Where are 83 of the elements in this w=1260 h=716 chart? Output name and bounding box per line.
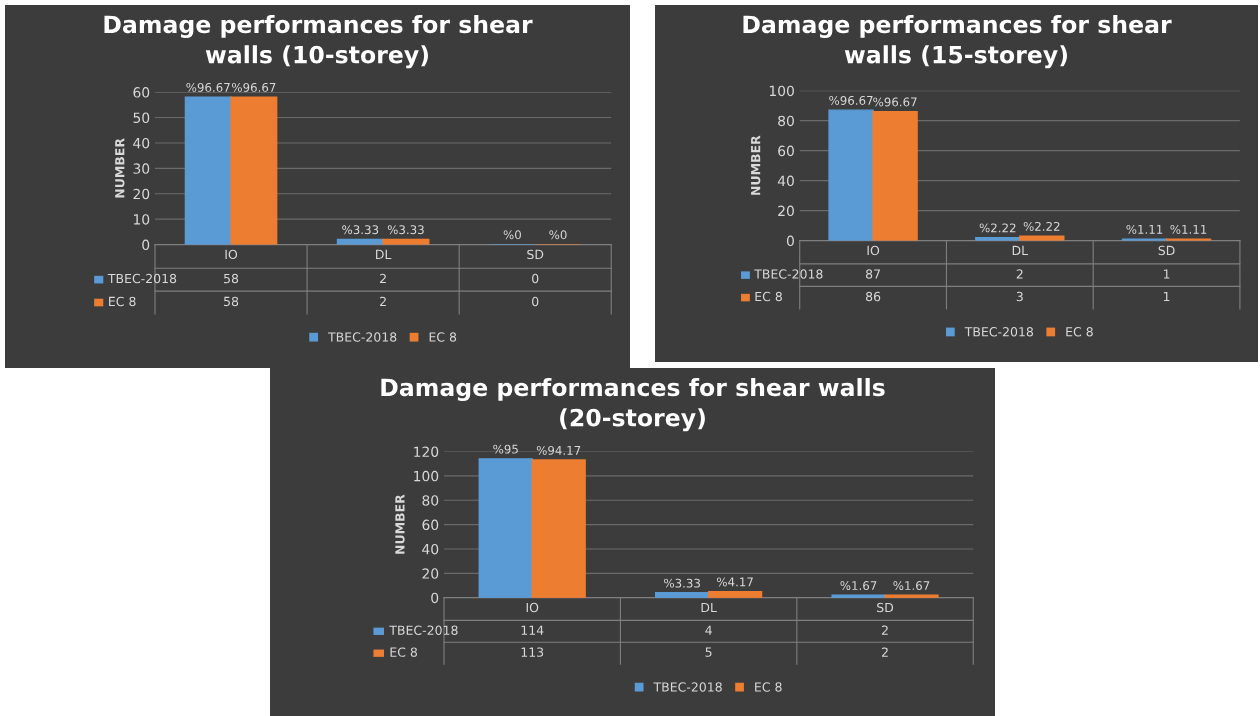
- legend-label: EC 8: [429, 332, 457, 342]
- annotation: %2.22: [1023, 221, 1060, 231]
- annotation: %4.17: [716, 577, 753, 587]
- annotation: %96.67: [873, 97, 917, 107]
- x-tick-label: SD: [1158, 245, 1175, 256]
- annotation: %96.67: [829, 95, 873, 105]
- x-tick-label: IO: [526, 602, 539, 613]
- annotation: %1.67: [893, 581, 930, 591]
- y-axis-title: NUMBER: [395, 494, 405, 554]
- y-tick-label: 100: [769, 85, 794, 97]
- data-label: 114: [521, 625, 544, 635]
- y-tick-label: 0: [142, 239, 150, 251]
- y-tick-label: 30: [133, 163, 150, 174]
- y-tick-label: 0: [786, 235, 794, 247]
- data-label: 2: [380, 273, 386, 284]
- y-tick-label: 50: [133, 112, 150, 123]
- y-tick-label: 20: [133, 188, 150, 200]
- data-label: 0: [532, 273, 539, 284]
- text: TBEC-2018: [653, 682, 722, 692]
- legend-label: EC 8: [1066, 327, 1093, 337]
- annotation: %96.67: [186, 82, 230, 92]
- data-label: 86: [865, 291, 881, 302]
- y-axis-title: NUMBER: [751, 135, 761, 195]
- annotation: %0: [503, 230, 521, 240]
- data-label: 113: [521, 647, 544, 657]
- chart-title: Damage performances for shear walls (20-storey): [381, 378, 885, 432]
- data-label: 2: [881, 625, 888, 635]
- y-tick-label: 20: [422, 568, 439, 579]
- y-tick-label: 20: [778, 205, 794, 217]
- annotation: %1.11: [1126, 224, 1163, 234]
- x-tick-label: DL: [1012, 245, 1029, 255]
- annotation: %95: [493, 444, 518, 454]
- x-tick-label: DL: [701, 602, 717, 613]
- data-label: 58: [224, 296, 239, 307]
- y-tick-label: 40: [777, 175, 794, 187]
- text: EC 8: [390, 647, 418, 657]
- y-tick-label: 60: [133, 87, 150, 98]
- y-tick-label: 40: [422, 543, 439, 555]
- y-tick-label: 60: [778, 145, 794, 157]
- annotation: %3.33: [387, 225, 424, 235]
- y-axis-title: NUMBER: [115, 138, 125, 198]
- y-tick-label: 80: [778, 115, 794, 127]
- x-tick-label: SD: [877, 602, 894, 613]
- data-label: 4: [705, 625, 712, 635]
- data-label: 1: [1163, 291, 1170, 302]
- data-label: 2: [1016, 269, 1023, 279]
- legend-label: TBEC-2018: [107, 273, 177, 284]
- data-label: 87: [865, 269, 880, 279]
- annotation: %0: [549, 230, 567, 240]
- text: EC 8: [755, 291, 782, 302]
- text: EC 8: [109, 296, 136, 307]
- data-label: 1: [1163, 269, 1170, 279]
- text: TBEC-2018: [964, 327, 1034, 337]
- data-label: 3: [1016, 291, 1023, 302]
- x-tick-label: SD: [527, 249, 544, 260]
- annotation: %3.33: [664, 578, 700, 588]
- data-label: 2: [881, 647, 888, 657]
- chart-title: Damage performances for shear walls (15-storey): [743, 15, 1172, 69]
- text: TBEC-2018: [327, 332, 397, 342]
- legend-label: EC 8: [755, 682, 782, 692]
- annotation: %3.33: [342, 225, 379, 235]
- y-tick-label: 40: [133, 137, 150, 149]
- x-tick-label: IO: [225, 249, 238, 260]
- data-label: 5: [705, 647, 712, 657]
- legend-label: TBEC-2018: [754, 269, 823, 279]
- annotation: %96.67: [232, 82, 276, 92]
- data-label: 58: [224, 273, 239, 284]
- x-tick-label: IO: [867, 245, 880, 256]
- annotation: %1.67: [840, 581, 877, 591]
- legend-label: TBEC-2018: [389, 625, 458, 635]
- y-tick-label: 60: [422, 519, 439, 531]
- data-label: 2: [380, 296, 386, 306]
- chart-title: Damage performances for shear walls (10-storey): [104, 15, 533, 69]
- x-tick-label: DL: [376, 249, 392, 259]
- y-tick-label: 10: [133, 214, 150, 225]
- annotation: %1.11: [1170, 224, 1207, 234]
- y-tick-label: 120: [414, 446, 439, 457]
- annotation: %94.17: [536, 445, 581, 455]
- y-tick-label: 100: [414, 470, 439, 482]
- y-tick-label: 80: [422, 495, 439, 506]
- annotation: %2.22: [979, 223, 1016, 233]
- y-tick-label: 0: [431, 592, 439, 604]
- data-label: 0: [532, 296, 539, 307]
